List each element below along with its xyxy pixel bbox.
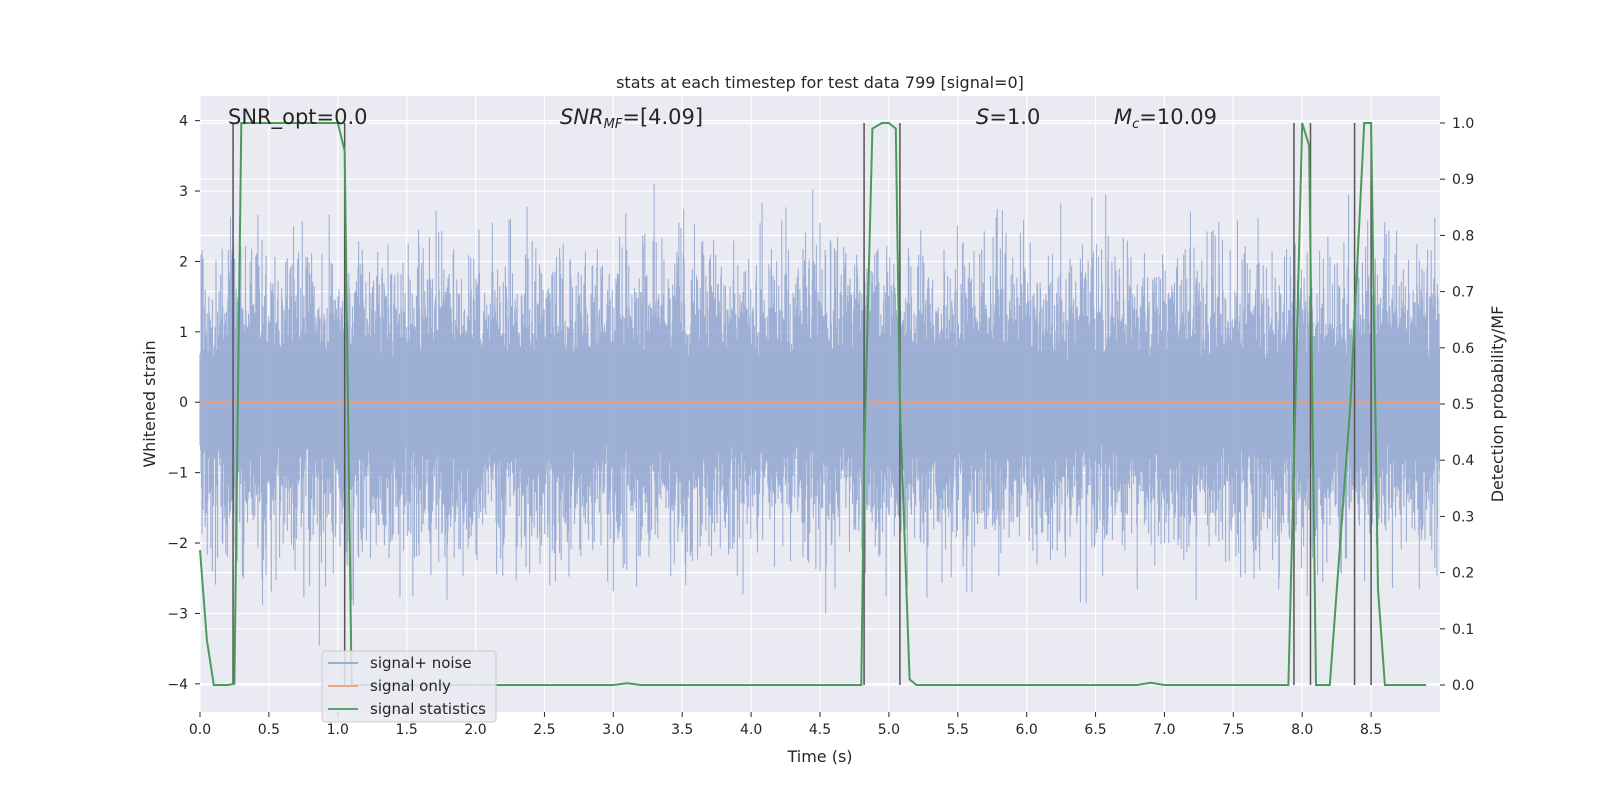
annotation-mc-main: M: [1114, 105, 1132, 129]
y2-tick-label: 0.8: [1452, 228, 1474, 244]
x-tick-label: 1.5: [396, 722, 418, 738]
noise-trace: [199, 183, 1441, 646]
legend-box: [321, 650, 497, 723]
x-axis-label: Time (s): [786, 747, 852, 766]
y2-tick-label: 0.0: [1452, 678, 1474, 694]
x-tick-label: 8.5: [1360, 722, 1382, 738]
x-tick-label: 0.5: [258, 722, 280, 738]
chart-title: stats at each timestep for test data 799…: [616, 73, 1024, 92]
annotation-snr-mf-sub: MF: [604, 117, 623, 132]
series-signal-noise: [199, 183, 1441, 646]
annotation-mc: Mc=10.09: [1114, 105, 1217, 132]
annotation-mc-rest: =10.09: [1139, 105, 1217, 129]
legend-label-signal-statistics: signal statistics: [370, 700, 486, 718]
series-signal-statistics: [199, 122, 1427, 686]
annotation-s-rest: =1.0: [989, 105, 1040, 129]
x-tick-label: 0.0: [189, 722, 211, 738]
x-tick-label: 5.0: [878, 722, 900, 738]
legend: signal+ noise signal only signal statist…: [321, 650, 497, 723]
x-tick-label: 4.5: [809, 722, 831, 738]
x-tick-label: 1.0: [327, 722, 349, 738]
legend-label-signal-noise: signal+ noise: [370, 654, 472, 672]
y2-tick-label: 0.7: [1452, 285, 1474, 301]
y-tick-label: 3: [179, 184, 188, 200]
y2-tick-label: 1.0: [1452, 116, 1474, 132]
y2-tick-label: 0.2: [1452, 566, 1474, 582]
y-tick-label: −4: [167, 677, 188, 693]
y-tick-label: −1: [167, 466, 188, 482]
x-tick-label: 7.5: [1222, 722, 1244, 738]
x-tick-label: 2.5: [533, 722, 555, 738]
x-tick-label: 4.0: [740, 722, 762, 738]
y2-tick-label: 0.3: [1452, 509, 1474, 525]
annotation-snr-mf: SNRMF=[4.09]: [560, 105, 703, 132]
x-tick-label: 7.0: [1153, 722, 1175, 738]
y2-tick-label: 0.6: [1452, 341, 1474, 357]
y-tick-label: −3: [167, 606, 188, 622]
x-tick-label: 3.5: [671, 722, 693, 738]
x-tick-label: 6.5: [1084, 722, 1106, 738]
x-tick-label: 5.5: [947, 722, 969, 738]
x-tick-label: 6.0: [1016, 722, 1038, 738]
annotation-snr-mf-rest: =[4.09]: [622, 105, 703, 129]
y2-tick-label: 0.4: [1452, 453, 1474, 469]
y-tick-label: 4: [179, 114, 188, 130]
x-tick-label: 3.0: [602, 722, 624, 738]
x-tick-label: 8.0: [1291, 722, 1313, 738]
y-axis-label: Whitened strain: [140, 340, 159, 467]
x-ticks: 0.0 0.5 1.0 1.5 2.0 2.5 3.0 3.5 4.0 4.5 5.0 5.5 6.0 6…: [189, 712, 1382, 738]
annotation-s-main: S: [976, 105, 989, 129]
y-tick-label: 0: [179, 395, 188, 411]
annotation-s: S=1.0: [976, 105, 1040, 129]
y2-axis-label: Detection probability/MF: [1488, 306, 1507, 503]
y-tick-label: −2: [167, 536, 188, 552]
y2-tick-label: 0.1: [1452, 622, 1474, 638]
y2-tick-label: 0.5: [1452, 397, 1474, 413]
annotation-snr-mf-main: SNR: [560, 105, 604, 129]
y-ticks: −4 −3 −2 −1 0 1 2 3 4: [167, 114, 200, 693]
legend-label-signal-only: signal only: [370, 677, 451, 695]
annotation-snr-opt: SNR_opt=0.0: [228, 105, 368, 130]
y2-tick-label: 0.9: [1452, 172, 1474, 188]
y-tick-label: 2: [179, 254, 188, 270]
vertical-markers: [232, 122, 1372, 686]
x-tick-label: 2.0: [464, 722, 486, 738]
y-tick-label: 1: [179, 325, 188, 341]
y2-ticks: 0.0 0.1 0.2 0.3 0.4 0.5 0.6 0.7 0.8 0.9 1.0: [1440, 116, 1474, 694]
annotation-mc-sub: c: [1132, 117, 1139, 132]
